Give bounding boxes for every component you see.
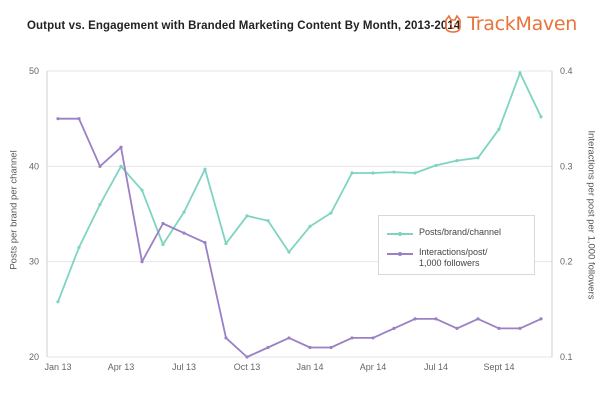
data-point-interactions [350, 336, 354, 340]
legend-label-interactions-line1: Interactions/post/ [419, 247, 488, 257]
legend-item-posts: Posts/brand/channel [387, 227, 524, 238]
legend-label-posts: Posts/brand/channel [419, 227, 502, 237]
y-left-tick-label: 20 [29, 352, 39, 362]
data-point-interactions [161, 221, 165, 226]
series-line-interactions [58, 117, 542, 358]
x-tick-label: Apr 14 [360, 362, 387, 372]
x-tick-label: Jan 13 [44, 362, 71, 372]
data-point-interactions [476, 317, 480, 321]
data-point-interactions [329, 345, 333, 350]
data-point-interactions [77, 117, 81, 121]
data-point-posts [518, 71, 522, 75]
y-right-tick-label: 0.4 [560, 66, 573, 76]
data-point-posts [245, 214, 249, 218]
data-point-posts [539, 115, 543, 119]
data-point-interactions [497, 326, 501, 330]
data-point-posts [182, 210, 186, 214]
data-point-posts [308, 224, 312, 228]
data-point-posts [392, 170, 396, 174]
y-left-tick-label: 30 [29, 257, 39, 267]
data-point-posts [98, 202, 102, 207]
x-tick-label: Sept 14 [483, 362, 514, 372]
legend-swatch-interactions [387, 250, 413, 258]
data-point-interactions [140, 260, 144, 264]
data-point-posts [287, 250, 291, 254]
data-point-interactions [266, 345, 270, 350]
data-point-interactions [224, 336, 228, 340]
data-point-posts [77, 245, 81, 249]
data-point-interactions [119, 145, 123, 149]
data-point-interactions [518, 326, 522, 330]
y-left-tick-label: 50 [29, 66, 39, 76]
data-point-posts [476, 156, 480, 160]
data-point-interactions [539, 317, 543, 321]
data-point-posts [203, 167, 207, 171]
data-point-interactions [434, 317, 438, 321]
data-point-interactions [98, 164, 102, 168]
data-point-interactions [203, 241, 207, 245]
x-tick-label: Oct 13 [234, 362, 261, 372]
data-point-interactions [245, 355, 249, 359]
data-point-posts [119, 164, 123, 168]
data-point-posts [497, 127, 501, 131]
data-point-posts [140, 188, 144, 192]
series-line-posts [57, 72, 542, 303]
data-point-interactions [413, 317, 417, 321]
x-tick-label: Jul 14 [424, 362, 448, 372]
legend-swatch-posts [387, 230, 413, 238]
y-right-tick-label: 0.1 [560, 352, 573, 362]
legend-label-interactions-line2: 1,000 followers [419, 258, 480, 268]
y-right-tick-label: 0.2 [560, 257, 573, 267]
data-point-interactions [287, 336, 291, 340]
data-point-posts [371, 171, 375, 175]
data-point-interactions [455, 326, 459, 330]
legend-item-interactions: Interactions/post/ 1,000 followers [387, 247, 524, 269]
y-right-tick-label: 0.3 [560, 161, 573, 171]
data-point-posts [266, 219, 270, 223]
dog-logo-icon [445, 14, 462, 33]
data-point-interactions [182, 231, 186, 235]
data-point-interactions [56, 117, 60, 121]
data-point-posts [455, 159, 459, 163]
data-point-posts [56, 300, 60, 304]
chart-title: Output vs. Engagement with Branded Marke… [27, 20, 461, 32]
x-tick-label: Jul 13 [172, 362, 196, 372]
data-point-posts [413, 171, 417, 175]
brand-name: TrackMaven [467, 13, 577, 35]
data-point-posts [350, 171, 354, 175]
x-tick-label: Apr 13 [108, 362, 135, 372]
legend-label-interactions: Interactions/post/ 1,000 followers [419, 247, 524, 269]
data-point-posts [434, 163, 438, 167]
data-point-interactions [371, 336, 375, 340]
y-left-tick-label: 40 [29, 161, 39, 171]
data-point-posts [224, 241, 228, 246]
data-point-posts [329, 211, 333, 215]
legend: Posts/brand/channel Interactions/post/ 1… [378, 215, 535, 275]
data-point-interactions [392, 326, 396, 330]
data-point-posts [161, 242, 165, 247]
data-point-interactions [308, 345, 312, 350]
x-tick-label: Jan 14 [296, 362, 323, 372]
brand-logo: TrackMaven [443, 13, 577, 35]
